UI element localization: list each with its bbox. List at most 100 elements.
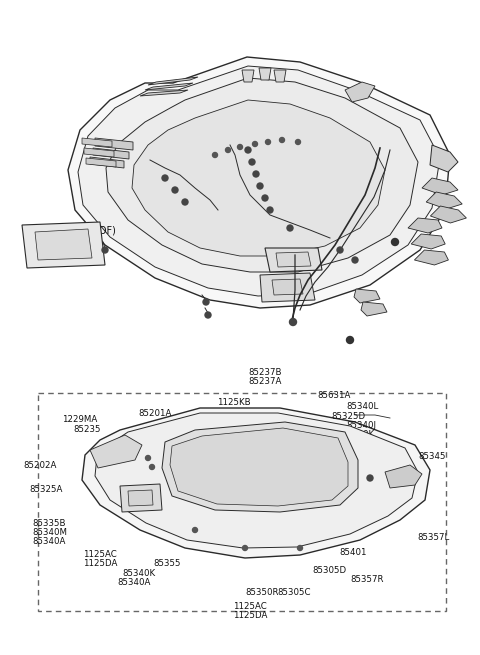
Polygon shape [140,90,188,96]
Circle shape [203,299,209,305]
Circle shape [252,141,257,147]
Text: 85401: 85401 [287,204,314,213]
Text: 85335B: 85335B [33,519,66,528]
Polygon shape [95,138,133,150]
Polygon shape [90,435,142,468]
Text: 85010R: 85010R [306,449,340,458]
Text: 85340J: 85340J [347,421,376,430]
Text: 85325A: 85325A [30,485,63,495]
Polygon shape [95,413,418,548]
Polygon shape [162,422,358,512]
Polygon shape [22,222,105,268]
Text: 85305D: 85305D [312,566,346,575]
Polygon shape [408,218,442,233]
Polygon shape [361,302,387,316]
Text: 85357R: 85357R [350,575,384,584]
Polygon shape [276,252,311,267]
Circle shape [149,464,155,470]
Circle shape [145,455,151,460]
Text: 1125KB: 1125KB [217,398,251,407]
Circle shape [205,312,211,318]
Text: 85401: 85401 [340,548,367,557]
Circle shape [347,337,353,343]
Circle shape [265,140,271,145]
Text: 85355: 85355 [154,559,181,568]
Circle shape [298,546,302,550]
Text: 85340K: 85340K [122,569,156,578]
Text: 85730G: 85730G [380,476,414,485]
Circle shape [238,145,242,149]
Circle shape [253,171,259,177]
Text: 85305C: 85305C [277,588,311,597]
Polygon shape [128,490,153,506]
Circle shape [245,147,251,153]
Circle shape [257,183,263,189]
Polygon shape [82,138,112,147]
Polygon shape [68,57,450,308]
Text: 1125AC: 1125AC [233,602,266,611]
Text: 85340A: 85340A [33,537,66,546]
Circle shape [289,318,297,326]
Circle shape [242,546,248,550]
Polygon shape [82,408,430,558]
Polygon shape [78,66,440,296]
Text: 85454C: 85454C [373,464,407,474]
Text: 85340A: 85340A [118,578,151,588]
Circle shape [262,195,268,201]
Polygon shape [106,78,418,272]
Circle shape [367,475,373,481]
Polygon shape [35,229,92,260]
Text: (W/SUNROOF): (W/SUNROOF) [47,225,116,236]
Text: 85340M: 85340M [33,528,68,537]
Polygon shape [259,68,271,80]
Circle shape [249,159,255,165]
Polygon shape [148,77,198,85]
Circle shape [267,207,273,213]
Circle shape [226,147,230,153]
Circle shape [172,187,178,193]
Circle shape [182,199,188,205]
Polygon shape [426,192,462,209]
Polygon shape [274,70,286,82]
Circle shape [287,225,293,231]
Text: 1125DA: 1125DA [83,559,117,568]
Polygon shape [345,82,375,102]
Polygon shape [414,250,448,265]
Polygon shape [354,289,380,303]
Polygon shape [145,83,193,90]
Polygon shape [272,279,303,295]
Polygon shape [265,248,322,272]
Text: 85202A: 85202A [23,460,57,470]
Polygon shape [430,145,458,172]
Text: 85305A: 85305A [253,485,287,495]
Polygon shape [86,158,116,167]
Polygon shape [90,157,124,168]
Polygon shape [242,70,254,82]
Text: 85010L: 85010L [306,458,338,467]
Polygon shape [120,484,162,512]
Text: 1125AC: 1125AC [83,550,116,559]
Polygon shape [93,148,129,159]
Text: 85235: 85235 [73,424,100,434]
Text: 85305B: 85305B [186,516,220,525]
Text: 85340L: 85340L [347,402,379,411]
Text: 85325D: 85325D [331,412,365,421]
Circle shape [162,175,168,181]
Polygon shape [385,465,422,488]
Polygon shape [431,206,467,223]
Text: 85345: 85345 [419,452,446,461]
Polygon shape [170,428,348,506]
Text: 85201A: 85201A [138,409,172,419]
Circle shape [102,247,108,253]
Text: 1229MA: 1229MA [62,415,97,424]
Text: 1125DA: 1125DA [233,611,267,620]
Circle shape [192,527,197,533]
Text: 85237A: 85237A [249,377,282,386]
Text: 85350K: 85350K [342,430,375,440]
Circle shape [337,247,343,253]
Circle shape [392,238,398,246]
Circle shape [296,140,300,145]
Circle shape [279,138,285,143]
Circle shape [352,257,358,263]
Polygon shape [84,148,114,157]
